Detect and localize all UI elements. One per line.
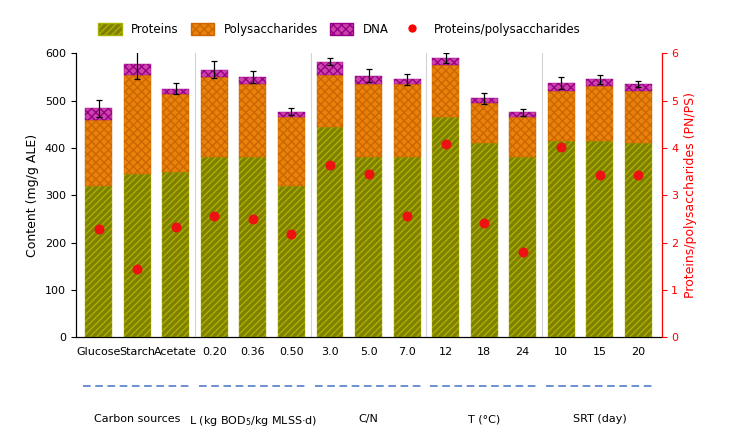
Bar (510, 158, 536, 337)
Bar (317, 127, 343, 337)
Bar (510, 117, 536, 158)
Text: Carbon sources: Carbon sources (94, 414, 181, 424)
Point (555, 143, 567, 151)
Bar (587, 141, 613, 337)
Legend: Proteins, Polysaccharides, DNA, Proteins/polysaccharides: Proteins, Polysaccharides, DNA, Proteins… (94, 18, 585, 40)
Point (247, 215, 259, 222)
Point (93, 226, 105, 233)
Bar (432, 117, 459, 337)
Bar (278, 117, 305, 186)
Bar (317, 62, 343, 75)
Point (209, 213, 221, 220)
Bar (548, 83, 575, 91)
Bar (625, 143, 652, 337)
Bar (124, 75, 150, 174)
Bar (240, 77, 266, 84)
Y-axis label: Proteins/polysaccharides (PN/PS): Proteins/polysaccharides (PN/PS) (684, 92, 697, 298)
Bar (85, 108, 112, 119)
Bar (201, 70, 228, 77)
Text: T (°C): T (°C) (468, 414, 500, 424)
Point (478, 219, 490, 226)
Point (516, 249, 528, 256)
Bar (163, 172, 189, 337)
Bar (201, 158, 228, 337)
Bar (240, 84, 266, 158)
Bar (85, 119, 112, 186)
Point (439, 141, 451, 148)
Bar (625, 84, 652, 91)
Bar (163, 89, 189, 94)
Bar (587, 87, 613, 141)
Bar (548, 91, 575, 141)
Point (401, 212, 413, 219)
Bar (278, 186, 305, 337)
Bar (240, 158, 266, 337)
Bar (124, 64, 150, 75)
Bar (278, 111, 305, 117)
Point (170, 223, 182, 230)
Bar (355, 84, 382, 158)
Bar (124, 174, 150, 337)
Text: L (kg BOD$_5$/kg MLSS·d): L (kg BOD$_5$/kg MLSS·d) (189, 414, 317, 428)
Bar (394, 158, 420, 337)
Bar (201, 77, 228, 158)
Bar (548, 141, 575, 337)
Bar (355, 158, 382, 337)
Bar (471, 143, 497, 337)
Bar (432, 65, 459, 117)
Bar (510, 112, 536, 117)
Text: C/N: C/N (358, 414, 379, 424)
Bar (471, 98, 497, 103)
Bar (432, 58, 459, 65)
Bar (394, 79, 420, 84)
Bar (317, 75, 343, 127)
Point (324, 161, 336, 168)
Point (286, 230, 298, 238)
Bar (471, 103, 497, 143)
Bar (85, 186, 112, 337)
Point (632, 171, 644, 178)
Text: SRT (day): SRT (day) (573, 414, 627, 424)
Point (362, 170, 374, 178)
Bar (625, 91, 652, 143)
Point (593, 171, 606, 178)
Bar (163, 94, 189, 172)
Bar (355, 75, 382, 84)
Bar (394, 84, 420, 158)
Bar (587, 79, 613, 87)
Y-axis label: Content (mg/g ALE): Content (mg/g ALE) (26, 134, 39, 257)
Point (132, 265, 144, 272)
